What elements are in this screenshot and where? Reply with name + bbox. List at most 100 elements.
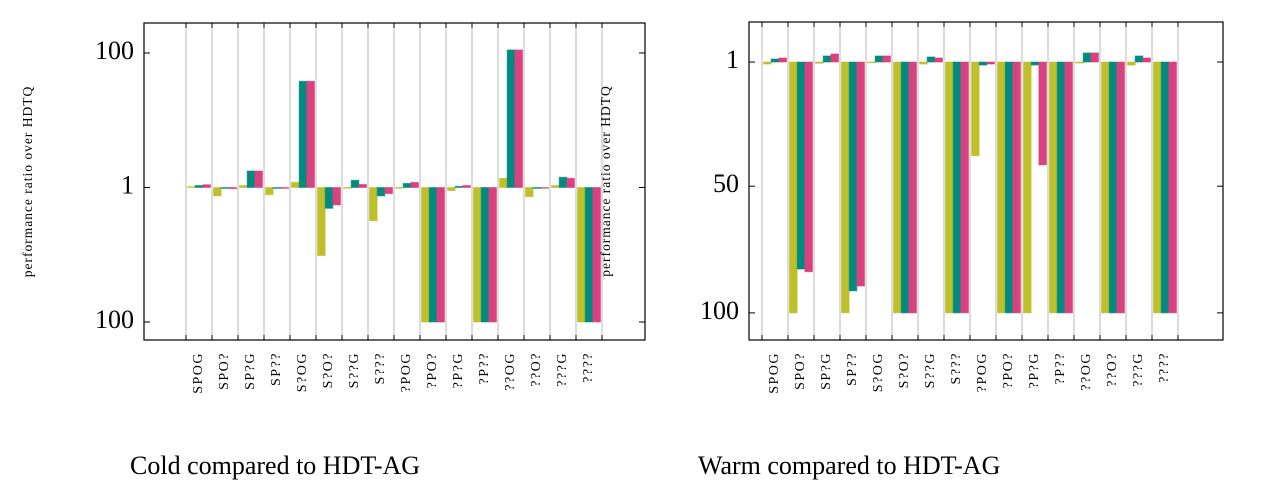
- bar: [421, 186, 430, 323]
- bar: [540, 186, 549, 189]
- bar: [1153, 61, 1162, 314]
- x-tick-label: ?P??: [1053, 352, 1068, 384]
- bar: [265, 186, 274, 196]
- bar: [796, 61, 806, 270]
- x-tick-label: ?P?G: [451, 352, 466, 388]
- bar: [410, 181, 420, 188]
- bar: [298, 80, 308, 188]
- x-tick-label: ???G: [1131, 352, 1146, 387]
- bar: [369, 186, 378, 222]
- bar: [376, 186, 386, 197]
- bar: [908, 61, 917, 314]
- bar: [971, 61, 980, 157]
- y-axis-label: performance ratio over HDTQ: [598, 85, 613, 277]
- x-tick-label: ??O?: [1105, 352, 1120, 387]
- bar: [228, 186, 237, 190]
- x-tick-label: SP?G: [243, 352, 258, 390]
- bar: [1038, 61, 1048, 166]
- bar: [384, 186, 394, 195]
- bar: [1004, 61, 1014, 314]
- x-tick-label: ?PO?: [1001, 352, 1016, 388]
- bar: [945, 61, 954, 314]
- bar: [778, 57, 787, 63]
- caption: Cold compared to HDT-AG: [130, 451, 420, 480]
- y-tick-label: 100: [95, 305, 134, 334]
- bar: [934, 57, 943, 63]
- bar: [202, 184, 211, 188]
- bar: [1023, 61, 1032, 314]
- bar: [1142, 57, 1152, 63]
- bar: [770, 58, 780, 63]
- bar: [324, 186, 334, 209]
- bar: [1049, 61, 1058, 314]
- x-tick-label: ??OG: [1079, 352, 1094, 391]
- x-tick-label: ?POG: [399, 352, 414, 392]
- x-tick-label: ????: [581, 352, 596, 383]
- bar: [358, 183, 368, 188]
- x-tick-label: ?POG: [975, 352, 990, 392]
- x-tick-label: S?OG: [871, 352, 886, 392]
- bar: [1064, 61, 1074, 314]
- y-tick-label: 100: [700, 296, 739, 325]
- bar: [1075, 61, 1084, 64]
- bar: [254, 170, 263, 188]
- bar: [514, 49, 523, 188]
- x-tick-label: S?OG: [295, 352, 310, 392]
- bar: [280, 186, 290, 189]
- bar: [978, 61, 988, 66]
- bar: [815, 61, 824, 64]
- bar: [960, 61, 969, 314]
- bar: [804, 61, 813, 273]
- bar: [592, 186, 601, 323]
- x-tick-label: SP??: [269, 352, 284, 386]
- bar: [306, 80, 316, 188]
- bar: [1116, 61, 1126, 314]
- bar: [558, 176, 568, 188]
- y-tick-label: 1: [121, 170, 134, 199]
- bar: [1090, 52, 1100, 63]
- plot-frame: [748, 21, 1224, 341]
- bar: [480, 186, 490, 323]
- bar: [893, 61, 902, 314]
- x-tick-label: ???G: [555, 352, 570, 387]
- bar: [822, 55, 832, 63]
- bar: [499, 177, 508, 188]
- x-tick-label: S???: [373, 352, 388, 384]
- bar: [213, 186, 222, 197]
- bar: [402, 182, 412, 188]
- bar: [532, 186, 542, 189]
- bar: [1056, 61, 1066, 314]
- x-tick-label: ?PO?: [425, 352, 440, 388]
- bar: [506, 49, 516, 188]
- bar: [488, 186, 498, 323]
- bar: [577, 186, 586, 323]
- y-tick-label: 1: [726, 45, 739, 74]
- x-tick-label: S???: [949, 352, 964, 384]
- bar: [1127, 61, 1136, 66]
- bar: [525, 186, 534, 198]
- bar: [566, 177, 575, 188]
- bar: [454, 185, 464, 188]
- bar: [841, 61, 850, 314]
- bar: [428, 186, 438, 323]
- bar: [900, 61, 910, 314]
- bar: [997, 61, 1006, 314]
- bar: [830, 53, 839, 63]
- x-tick-label: SP??: [845, 352, 860, 386]
- bar: [1160, 61, 1170, 314]
- x-tick-label: ????: [1157, 352, 1172, 383]
- bar: [436, 186, 446, 323]
- plot-frame: [143, 22, 646, 341]
- bar: [447, 186, 456, 192]
- bar: [848, 61, 858, 292]
- bar: [882, 55, 891, 63]
- y-tick-label: 50: [713, 169, 739, 198]
- x-tick-label: ??O?: [529, 352, 544, 387]
- bar: [1101, 61, 1110, 314]
- x-tick-label: SPOG: [767, 352, 782, 394]
- x-tick-label: SPO?: [793, 352, 808, 390]
- bar: [246, 170, 256, 188]
- bar: [986, 61, 995, 65]
- x-tick-label: S??G: [347, 352, 362, 388]
